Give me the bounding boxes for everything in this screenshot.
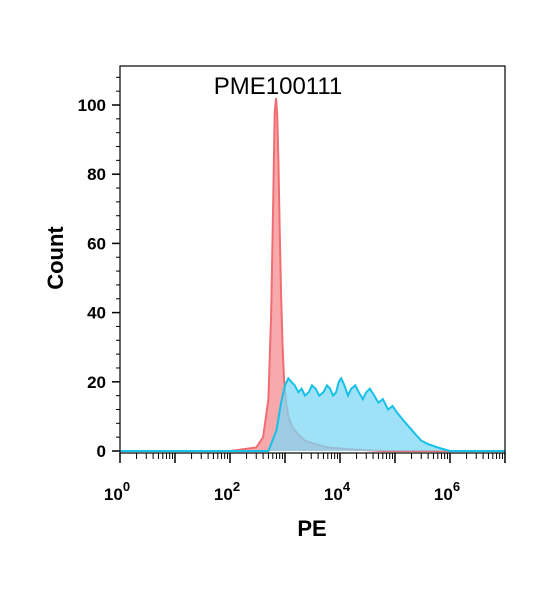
- ticks-layer: 0 20 40 60 80 100 100 102 104 106: [78, 76, 506, 504]
- series-1-fill: [120, 378, 505, 451]
- y-tick-label-20: 20: [87, 373, 106, 392]
- y-axis-title: Count: [43, 226, 68, 290]
- chart-title: PME100111: [214, 73, 343, 100]
- y-tick-label-40: 40: [87, 304, 106, 323]
- x-tick-label: 104: [324, 479, 351, 504]
- y-tick-label-100: 100: [78, 96, 106, 115]
- series-layer: [120, 97, 505, 452]
- y-tick-label-0: 0: [97, 442, 106, 461]
- x-tick-label: 106: [434, 479, 460, 504]
- x-tick-label: 102: [214, 479, 240, 504]
- y-tick-label-80: 80: [87, 165, 106, 184]
- plot-frame: [119, 65, 506, 454]
- x-tick-label: 100: [104, 479, 130, 504]
- x-axis-title: PE: [297, 516, 326, 541]
- series-1-line: [120, 376, 505, 452]
- y-tick-label-60: 60: [87, 234, 106, 253]
